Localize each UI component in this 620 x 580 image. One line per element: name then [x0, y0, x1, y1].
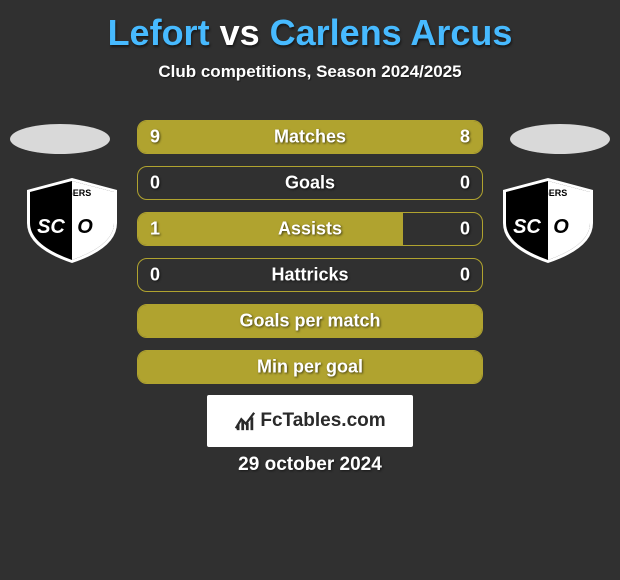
stat-value-right: 0	[460, 265, 470, 286]
page-title: Lefort vs Carlens Arcus	[0, 0, 620, 54]
player1-name: Lefort	[108, 12, 210, 53]
stat-label: Matches	[274, 127, 346, 148]
date-label: 29 october 2024	[238, 454, 382, 476]
stat-row: Matches 9 8	[137, 120, 483, 154]
svg-text:ANGERS: ANGERS	[529, 188, 568, 198]
stat-value-left: 0	[150, 265, 160, 286]
player1-avatar-placeholder	[10, 124, 110, 154]
svg-text:O: O	[553, 216, 569, 238]
comparison-chart: Matches98Goals00Assists10Hattricks00Goal…	[137, 120, 483, 396]
svg-text:O: O	[77, 216, 93, 238]
angers-sco-badge-icon: ANGERS SC O	[22, 178, 122, 263]
player2-name: Carlens Arcus	[270, 12, 513, 53]
stat-value-right: 0	[460, 173, 470, 194]
chart-icon	[234, 410, 256, 432]
stat-value-right: 8	[460, 127, 470, 148]
player2-avatar-placeholder	[510, 124, 610, 154]
player2-club-badge: ANGERS SC O	[498, 178, 598, 263]
stat-label: Goals per match	[239, 311, 380, 332]
vs-text: vs	[220, 12, 260, 53]
stat-label: Min per goal	[257, 357, 363, 378]
stat-bar-left	[138, 213, 403, 245]
subtitle: Club competitions, Season 2024/2025	[0, 62, 620, 82]
svg-text:SC: SC	[37, 216, 65, 238]
angers-sco-badge-icon: ANGERS SC O	[498, 178, 598, 263]
branding-badge[interactable]: FcTables.com	[207, 395, 413, 447]
stat-label: Hattricks	[271, 265, 348, 286]
stat-label: Goals	[285, 173, 335, 194]
svg-text:SC: SC	[513, 216, 541, 238]
stat-row: Assists 1 0	[137, 212, 483, 246]
stat-value-right: 0	[460, 219, 470, 240]
stat-value-left: 0	[150, 173, 160, 194]
svg-text:ANGERS: ANGERS	[53, 188, 92, 198]
stat-row: Goals per match	[137, 304, 483, 338]
stat-value-left: 9	[150, 127, 160, 148]
stat-label: Assists	[278, 219, 342, 240]
stat-row: Hattricks 0 0	[137, 258, 483, 292]
player1-club-badge: ANGERS SC O	[22, 178, 122, 263]
stat-value-left: 1	[150, 219, 160, 240]
stat-row: Goals 0 0	[137, 166, 483, 200]
stat-row: Min per goal	[137, 350, 483, 384]
branding-text: FcTables.com	[260, 410, 385, 432]
